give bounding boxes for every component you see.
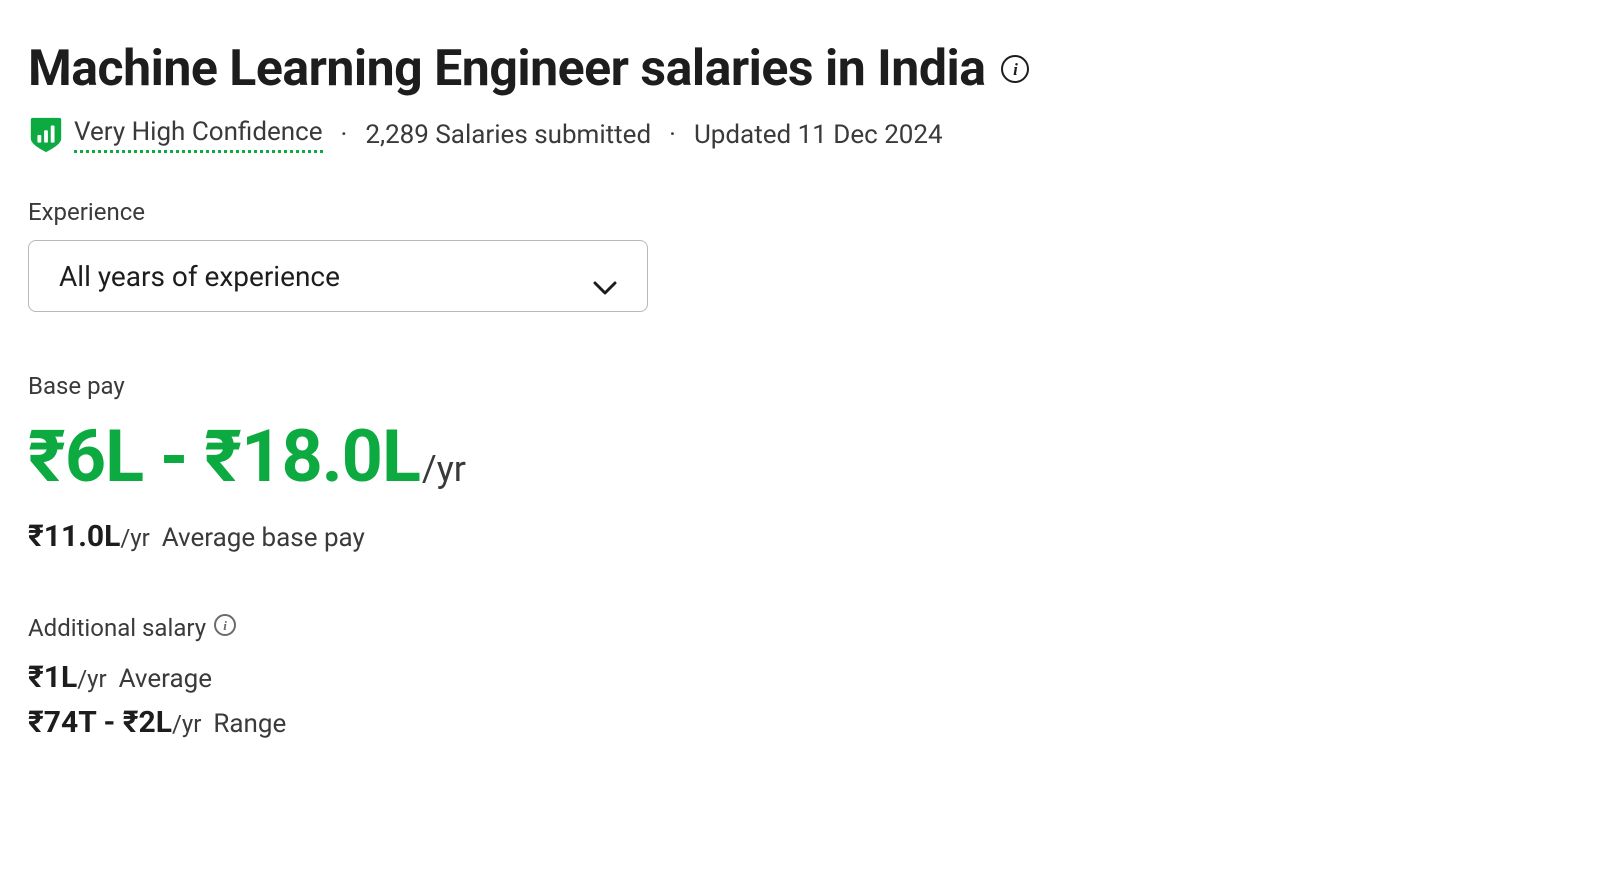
meta-row: Very High Confidence · 2,289 Salaries su… (28, 116, 1572, 154)
additional-avg-label: Average (119, 664, 212, 694)
experience-label: Experience (28, 198, 1572, 226)
additional-range-row: ₹74T - ₹2L/yr Range (28, 705, 1572, 740)
base-pay-range-unit: /yr (422, 448, 466, 490)
base-pay-avg-label: Average base pay (162, 523, 365, 553)
additional-range-unit: /yr (172, 710, 201, 738)
confidence-group[interactable]: Very High Confidence (28, 116, 323, 154)
page-title: Machine Learning Engineer salaries in In… (28, 40, 985, 98)
additional-avg-value: ₹1L (28, 660, 77, 695)
info-icon[interactable]: i (214, 614, 236, 636)
salaries-submitted: 2,289 Salaries submitted (365, 120, 651, 150)
base-pay-section: Base pay ₹6L - ₹18.0L /yr ₹11.0L/yr Aver… (28, 372, 1572, 554)
additional-range-value: ₹74T - ₹2L (28, 705, 172, 740)
base-pay-range: ₹6L - ₹18.0L /yr (28, 414, 1572, 499)
info-icon[interactable]: i (1001, 55, 1029, 83)
additional-label-row: Additional salary i (28, 614, 1572, 642)
experience-section: Experience All years of experience (28, 198, 1572, 312)
meta-separator: · (341, 120, 348, 150)
additional-salary-section: Additional salary i ₹1L/yr Average ₹74T … (28, 614, 1572, 740)
updated-date: Updated 11 Dec 2024 (694, 120, 943, 150)
additional-salary-label: Additional salary (28, 614, 206, 642)
additional-avg-unit: /yr (77, 665, 106, 693)
additional-avg-row: ₹1L/yr Average (28, 660, 1572, 695)
base-pay-avg-row: ₹11.0L/yr Average base pay (28, 519, 1572, 554)
base-pay-avg-value: ₹11.0L (28, 519, 120, 554)
base-pay-range-value: ₹6L - ₹18.0L (28, 414, 420, 499)
base-pay-avg-unit: /yr (120, 524, 149, 552)
base-pay-label: Base pay (28, 372, 1572, 400)
confidence-label: Very High Confidence (74, 117, 323, 153)
additional-range-label: Range (213, 709, 286, 739)
experience-selected-value: All years of experience (59, 260, 340, 293)
meta-separator: · (669, 120, 676, 150)
confidence-badge-icon (28, 116, 64, 154)
chevron-down-icon (593, 269, 617, 283)
page-title-row: Machine Learning Engineer salaries in In… (28, 40, 1572, 98)
experience-select[interactable]: All years of experience (28, 240, 648, 312)
